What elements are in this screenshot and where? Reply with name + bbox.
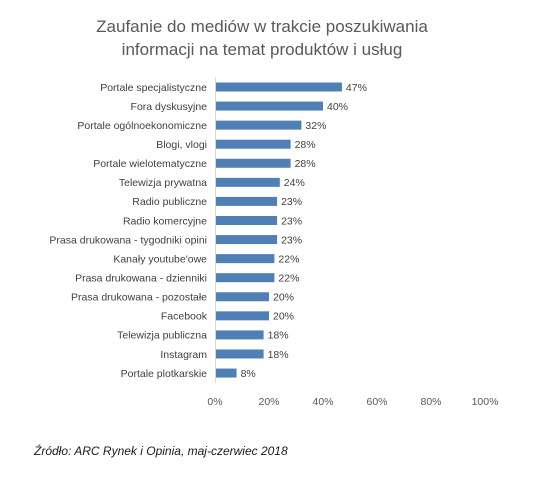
bar [215, 82, 342, 92]
category-label: Telewizja prywatna [119, 177, 207, 189]
bars: Portale specjalistyczne 47% Fora dyskusyjn… [49, 77, 367, 383]
data-label: 20% [273, 311, 294, 323]
data-label: 20% [273, 292, 294, 304]
x-tick-label: 60% [366, 396, 387, 408]
bar [215, 120, 302, 130]
bar [215, 292, 269, 302]
x-tick-label: 20% [258, 396, 279, 408]
x-tick-label: 80% [420, 396, 441, 408]
bar [215, 101, 323, 111]
bar [215, 254, 275, 264]
bar [215, 330, 264, 340]
category-label: Prasa drukowana - pozostałe [71, 292, 207, 304]
category-label: Portale plotkarskie [121, 368, 208, 380]
x-tick-label: 100% [472, 396, 499, 408]
bar-chart: Zaufanie do mediów w trakcie poszukiwani… [49, 17, 498, 408]
bar [215, 311, 269, 321]
x-tick-label: 0% [207, 396, 222, 408]
data-label: 8% [241, 368, 256, 380]
bar [215, 349, 264, 359]
category-label: Prasa drukowana - tygodniki opini [49, 234, 207, 246]
category-label: Prasa drukowana - dzienniki [75, 273, 207, 285]
data-label: 18% [268, 349, 289, 361]
category-label: Portale ogólnoekonomiczne [77, 120, 207, 132]
data-label: 28% [295, 139, 316, 151]
chart-title-line: Zaufanie do mediów w trakcie poszukiwani… [96, 17, 428, 36]
category-label: Blogi, vlogi [156, 139, 207, 151]
category-label: Portale wielotematyczne [93, 158, 207, 170]
data-label: 40% [327, 101, 348, 113]
data-label: 18% [268, 330, 289, 342]
bar [215, 235, 278, 245]
bar [215, 273, 275, 283]
bar [215, 368, 237, 378]
chart-title: Zaufanie do mediów w trakcie poszukiwani… [96, 17, 428, 59]
data-label: 23% [281, 234, 302, 246]
category-label: Radio komercyjne [123, 215, 207, 227]
category-label: Telewizja publiczna [117, 330, 207, 342]
bar [215, 196, 278, 206]
bar [215, 139, 291, 149]
data-label: 22% [278, 273, 299, 285]
category-label: Portale specjalistyczne [100, 82, 207, 94]
data-label: 24% [284, 177, 305, 189]
data-label: 23% [281, 215, 302, 227]
data-label: 22% [278, 253, 299, 265]
data-label: 23% [281, 196, 302, 208]
bar [215, 158, 291, 168]
category-label: Kanały youtube'owe [113, 253, 207, 265]
source-note: Źródło: ARC Rynek i Opinia, maj-czerwiec… [34, 444, 288, 458]
data-label: 47% [346, 82, 367, 94]
category-label: Facebook [161, 311, 208, 323]
data-label: 32% [305, 120, 326, 132]
data-label: 28% [295, 158, 316, 170]
x-tick-label: 40% [312, 396, 333, 408]
x-axis: 0% 20% 40% 60% 80% 100% [207, 396, 498, 408]
category-label: Instagram [160, 349, 207, 361]
category-label: Fora dyskusyjne [131, 101, 208, 113]
bar [215, 177, 280, 187]
category-label: Radio publiczne [132, 196, 207, 208]
chart-title-line: informacji na temat produktów i usług [122, 40, 403, 59]
bar [215, 215, 278, 225]
